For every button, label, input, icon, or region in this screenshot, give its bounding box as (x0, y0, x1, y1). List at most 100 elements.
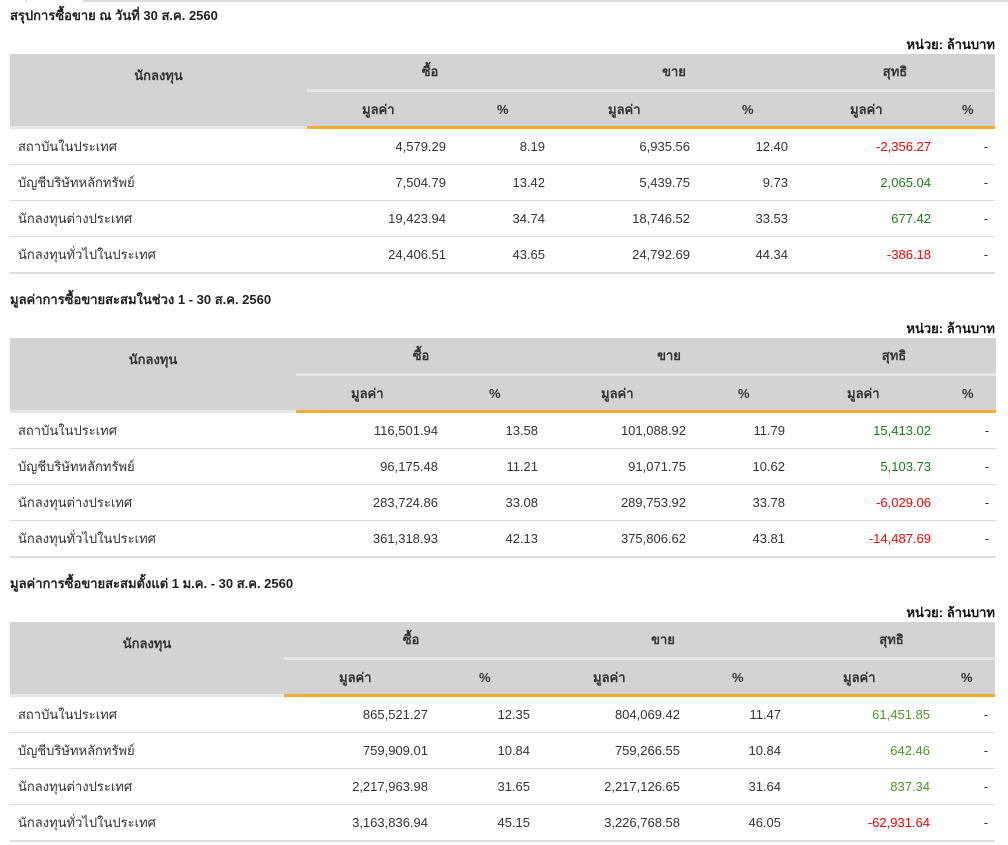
investor-name: นักลงทุนต่างประเทศ (10, 200, 307, 237)
net-percent: - (960, 164, 996, 201)
header-net-percent: % (960, 90, 996, 129)
net-value: -2,356.27 (795, 127, 961, 165)
section-title: สรุปการซื้อขาย ณ วันที่ 30 ส.ค. 2560 (10, 8, 218, 23)
investor-name: สถาบันในประเทศ (10, 695, 284, 733)
sell-percent: 12.40 (715, 127, 796, 165)
buy-value: 3,163,836.94 (284, 804, 452, 842)
trading-summary-table: นักลงทุน ซื้อ ขาย สุทธิ มูลค่า % มูลค่า … (10, 622, 996, 842)
sell-value: 804,069.42 (538, 695, 706, 733)
header-buy-percent: % (462, 374, 547, 413)
sell-percent: 43.81 (711, 520, 793, 558)
sell-percent: 10.84 (705, 732, 789, 769)
unit-label: หน่วย: ล้านบาท (906, 605, 995, 620)
investor-name: นักลงทุนต่างประเทศ (10, 484, 296, 521)
sell-value: 2,217,126.65 (538, 768, 706, 805)
header-net: สุทธิ (795, 54, 996, 92)
net-value: 61,451.85 (788, 695, 960, 733)
investor-name: นักลงทุนต่างประเทศ (10, 768, 284, 805)
buy-percent: 43.65 (470, 236, 554, 274)
net-percent: - (960, 236, 996, 274)
sell-percent: 33.78 (711, 484, 793, 521)
investor-name: สถาบันในประเทศ (10, 411, 296, 449)
net-value: 5,103.73 (792, 448, 961, 485)
net-value: 837.34 (788, 768, 960, 805)
buy-percent: 34.74 (470, 200, 554, 237)
net-percent: - (959, 804, 996, 842)
sell-value: 289,753.92 (546, 484, 712, 521)
investor-name: นักลงทุนทั่วไปในประเทศ (10, 804, 284, 842)
sell-value: 5,439.75 (553, 164, 716, 201)
buy-value: 96,175.48 (296, 448, 462, 485)
header-buy-value: มูลค่า (296, 374, 462, 413)
investor-name: บัญชีบริษัทหลักทรัพย์ (10, 448, 296, 485)
header-sell-value: มูลค่า (553, 90, 716, 129)
header-buy-percent: % (470, 90, 554, 129)
header-investor: นักลงทุน (10, 338, 296, 413)
net-value: -386.18 (795, 236, 961, 274)
net-value: -6,029.06 (792, 484, 961, 521)
table-row: สถาบันในประเทศ 865,521.27 12.35 804,069.… (10, 695, 996, 733)
investor-name: บัญชีบริษัทหลักทรัพย์ (10, 164, 307, 201)
table-row: นักลงทุนต่างประเทศ 19,423.94 34.74 18,74… (10, 200, 996, 237)
table-row: นักลงทุนทั่วไปในประเทศ 3,163,836.94 45.1… (10, 804, 996, 842)
net-percent: - (960, 127, 996, 165)
net-percent: - (960, 200, 996, 237)
net-value: -62,931.64 (788, 804, 960, 842)
sell-value: 759,266.55 (538, 732, 706, 769)
sell-percent: 44.34 (715, 236, 796, 274)
header-sell: ขาย (553, 54, 796, 92)
unit-label: หน่วย: ล้านบาท (906, 37, 995, 52)
buy-value: 24,406.51 (307, 236, 470, 274)
header-sell-percent: % (711, 374, 793, 413)
table-row: บัญชีบริษัทหลักทรัพย์ 7,504.79 13.42 5,4… (10, 164, 996, 201)
sell-percent: 31.64 (705, 768, 789, 805)
header-sell-value: มูลค่า (538, 658, 706, 697)
table-row: นักลงทุนทั่วไปในประเทศ 24,406.51 43.65 2… (10, 236, 996, 274)
buy-value: 4,579.29 (307, 127, 470, 165)
buy-value: 2,217,963.98 (284, 768, 452, 805)
summary-section: มูลค่าการซื้อขายสะสมในช่วง 1 - 30 ส.ค. 2… (10, 290, 997, 558)
sell-value: 91,071.75 (546, 448, 712, 485)
investor-name: บัญชีบริษัทหลักทรัพย์ (10, 732, 284, 769)
trading-summary-table: นักลงทุน ซื้อ ขาย สุทธิ มูลค่า % มูลค่า … (10, 54, 996, 274)
net-value: 15,413.02 (792, 411, 961, 449)
investor-name: สถาบันในประเทศ (10, 127, 307, 165)
header-net: สุทธิ (792, 338, 997, 376)
header-buy: ซื้อ (307, 54, 554, 92)
header-net-value: มูลค่า (795, 90, 961, 129)
header-buy-value: มูลค่า (284, 658, 452, 697)
header-buy-percent: % (452, 658, 539, 697)
investor-name: นักลงทุนทั่วไปในประเทศ (10, 236, 307, 274)
buy-percent: 8.19 (470, 127, 554, 165)
sell-value: 24,792.69 (553, 236, 716, 274)
summary-section: สรุปการซื้อขาย ณ วันที่ 30 ส.ค. 2560 หน่… (10, 6, 996, 274)
buy-percent: 11.21 (462, 448, 547, 485)
buy-value: 865,521.27 (284, 695, 452, 733)
sell-value: 101,088.92 (546, 411, 712, 449)
header-investor: นักลงทุน (10, 622, 284, 697)
header-buy: ซื้อ (296, 338, 547, 376)
header-sell-percent: % (705, 658, 789, 697)
table-row: นักลงทุนต่างประเทศ 283,724.86 33.08 289,… (10, 484, 997, 521)
buy-value: 19,423.94 (307, 200, 470, 237)
net-percent: - (960, 448, 997, 485)
unit-label: หน่วย: ล้านบาท (906, 321, 995, 336)
sell-percent: 11.79 (711, 411, 793, 449)
sell-percent: 11.47 (705, 695, 789, 733)
net-value: 677.42 (795, 200, 961, 237)
summary-section: มูลค่าการซื้อขายสะสมตั้งแต่ 1 ม.ค. - 30 … (10, 574, 996, 842)
sell-value: 18,746.52 (553, 200, 716, 237)
header-buy: ซื้อ (284, 622, 539, 660)
sell-percent: 46.05 (705, 804, 789, 842)
net-percent: - (959, 732, 996, 769)
sell-percent: 33.53 (715, 200, 796, 237)
buy-value: 116,501.94 (296, 411, 462, 449)
table-row: สถาบันในประเทศ 4,579.29 8.19 6,935.56 12… (10, 127, 996, 165)
tab-edge (26, 0, 84, 3)
section-title: มูลค่าการซื้อขายสะสมในช่วง 1 - 30 ส.ค. 2… (10, 292, 272, 307)
table-row: บัญชีบริษัทหลักทรัพย์ 759,909.01 10.84 7… (10, 732, 996, 769)
sell-percent: 9.73 (715, 164, 796, 201)
header-investor: นักลงทุน (10, 54, 307, 129)
buy-percent: 10.84 (452, 732, 539, 769)
header-buy-value: มูลค่า (307, 90, 470, 129)
